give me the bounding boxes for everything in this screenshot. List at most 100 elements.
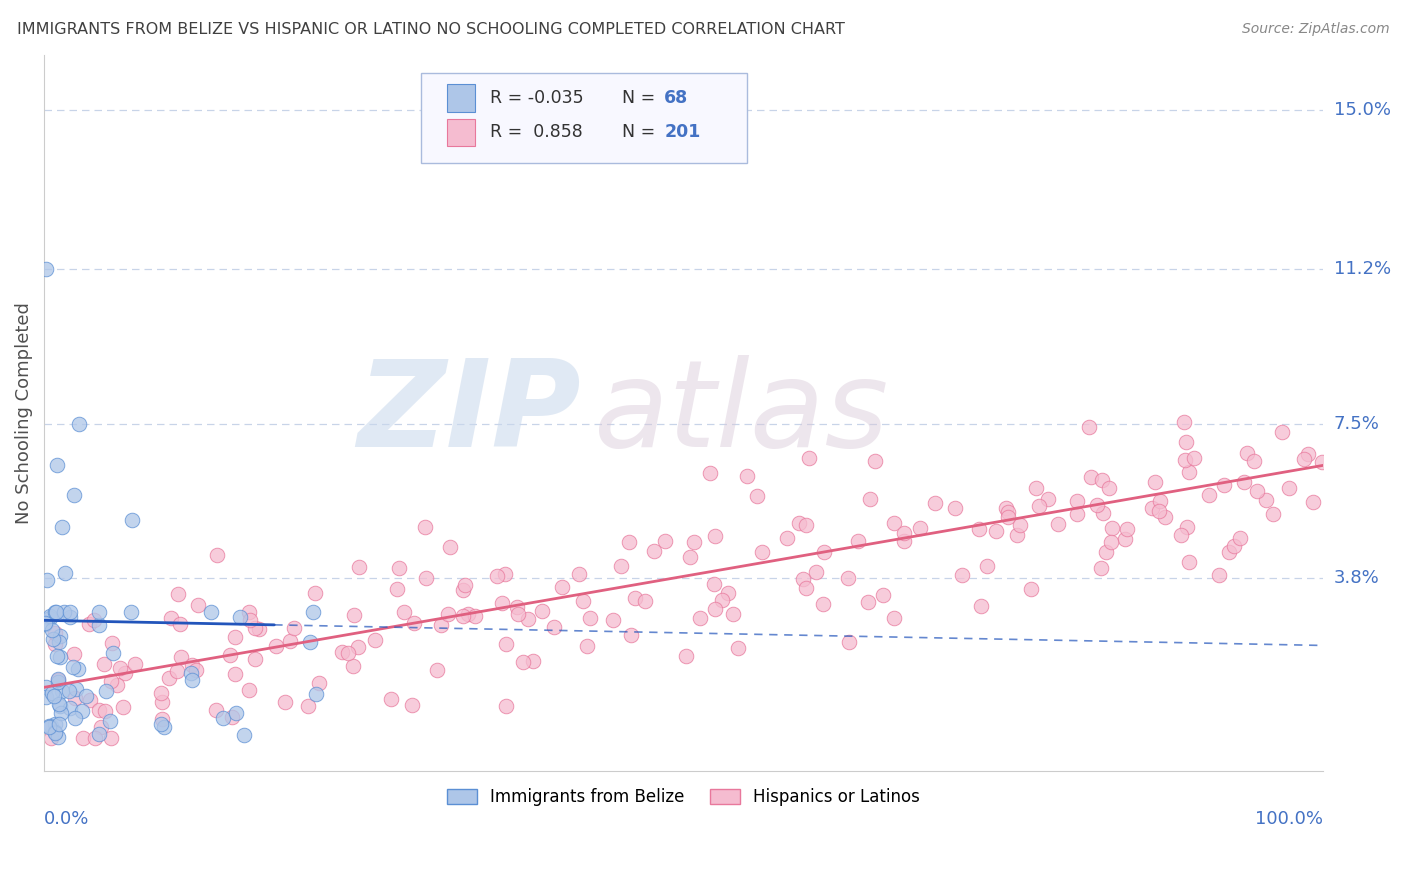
Point xyxy=(430,617,453,632)
Point xyxy=(551,580,574,594)
Point xyxy=(229,610,252,624)
Point xyxy=(624,591,647,606)
Text: R = -0.035: R = -0.035 xyxy=(491,89,583,107)
Point xyxy=(727,641,749,656)
Point xyxy=(508,607,530,622)
Point xyxy=(247,623,270,637)
Text: 201: 201 xyxy=(664,123,700,142)
Point xyxy=(804,565,827,579)
Point xyxy=(89,618,111,632)
Point xyxy=(813,545,835,559)
Point xyxy=(337,646,360,660)
Point xyxy=(100,636,122,650)
Point xyxy=(699,467,721,481)
Point xyxy=(278,634,301,648)
Point xyxy=(364,632,387,647)
Text: 11.2%: 11.2% xyxy=(1334,260,1391,277)
Point xyxy=(42,632,65,647)
Point xyxy=(883,516,905,531)
Point xyxy=(689,611,711,625)
Point xyxy=(63,691,86,706)
Point xyxy=(1212,478,1234,492)
Point xyxy=(39,719,62,733)
Point xyxy=(238,683,260,698)
Point xyxy=(62,488,84,502)
Point xyxy=(87,605,110,619)
Point xyxy=(846,534,869,549)
Point xyxy=(1080,470,1102,484)
Text: 15.0%: 15.0% xyxy=(1334,101,1391,119)
Point xyxy=(243,621,266,635)
Point xyxy=(41,731,63,745)
Point xyxy=(44,637,66,651)
Point xyxy=(238,605,260,619)
Point xyxy=(486,569,509,583)
Point xyxy=(205,548,228,562)
Point xyxy=(643,544,665,558)
Point xyxy=(48,716,70,731)
Point xyxy=(211,711,233,725)
Point xyxy=(723,607,745,621)
Point xyxy=(283,620,305,634)
Point xyxy=(1254,492,1277,507)
Point xyxy=(792,573,814,587)
Point xyxy=(837,571,859,585)
Point xyxy=(49,628,72,642)
Point xyxy=(35,261,58,276)
Point xyxy=(1174,434,1197,449)
Point xyxy=(439,540,461,554)
Point xyxy=(568,566,591,581)
Point xyxy=(105,678,128,692)
Point xyxy=(62,647,84,661)
Point xyxy=(704,529,727,543)
Point xyxy=(93,657,115,672)
Point xyxy=(1066,507,1088,521)
Point xyxy=(149,716,172,731)
Point xyxy=(44,725,66,739)
Point xyxy=(437,607,460,621)
Point xyxy=(1178,465,1201,479)
Point xyxy=(950,567,973,582)
Point xyxy=(1114,533,1136,547)
Point xyxy=(181,658,204,673)
Text: 3.8%: 3.8% xyxy=(1334,569,1379,588)
Point xyxy=(184,663,207,677)
Point xyxy=(1246,483,1268,498)
Point xyxy=(1091,473,1114,487)
Point xyxy=(58,610,80,624)
Point xyxy=(986,524,1008,539)
Point xyxy=(1173,415,1195,429)
Point xyxy=(83,613,105,627)
Point xyxy=(224,667,246,681)
Point xyxy=(1236,446,1258,460)
Point xyxy=(751,545,773,559)
Point xyxy=(1229,531,1251,545)
Point xyxy=(1091,506,1114,520)
Point xyxy=(401,698,423,712)
Point xyxy=(1007,528,1029,542)
Point xyxy=(46,673,69,687)
Point xyxy=(634,594,657,608)
Point xyxy=(969,522,991,536)
Point xyxy=(1047,517,1070,532)
Point xyxy=(856,595,879,609)
Point xyxy=(46,730,69,744)
Point xyxy=(970,599,993,614)
Point xyxy=(735,468,758,483)
Point xyxy=(1170,528,1192,542)
Point xyxy=(38,720,60,734)
Point xyxy=(48,698,70,712)
Point xyxy=(415,571,437,585)
Point xyxy=(872,588,894,602)
Text: Source: ZipAtlas.com: Source: ZipAtlas.com xyxy=(1241,22,1389,37)
Point xyxy=(94,684,117,698)
Point xyxy=(149,686,172,700)
Point xyxy=(1178,555,1201,569)
Point xyxy=(602,613,624,627)
Point xyxy=(1233,475,1256,489)
Point xyxy=(883,611,905,625)
FancyBboxPatch shape xyxy=(447,119,475,146)
Text: N =: N = xyxy=(621,123,661,142)
Point xyxy=(180,673,202,688)
Point xyxy=(1144,475,1167,489)
